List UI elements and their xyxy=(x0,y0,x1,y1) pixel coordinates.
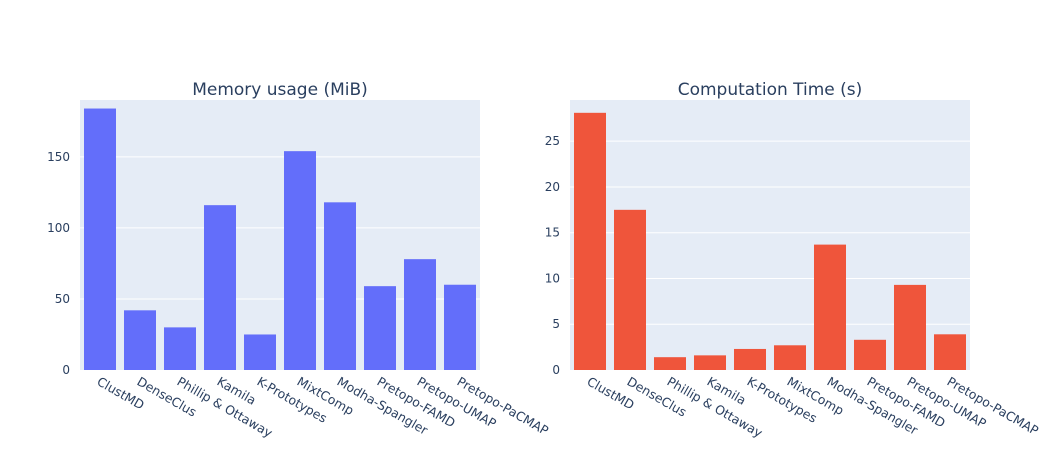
y-tick-label: 100 xyxy=(47,221,70,235)
bar-pretopo-famd xyxy=(364,286,396,370)
bar-modha-spangler xyxy=(814,244,846,370)
bar-k-prototypes xyxy=(244,334,276,370)
bar-kamila xyxy=(694,355,726,370)
y-tick-label: 25 xyxy=(545,134,560,148)
bar-denseclus xyxy=(614,209,646,370)
bar-clustmd xyxy=(84,108,116,371)
chart-title: Memory usage (MiB) xyxy=(192,80,368,100)
y-tick-label: 5 xyxy=(552,317,560,331)
y-tick-label: 50 xyxy=(55,292,70,306)
bar-k-prototypes xyxy=(734,348,766,370)
chart-title: Computation Time (s) xyxy=(678,80,863,100)
bar-denseclus xyxy=(124,310,156,370)
bar-pretopo-umap xyxy=(404,259,436,370)
bar-clustmd xyxy=(574,112,606,370)
bar-pretopo-pacmap xyxy=(444,284,476,370)
bar-modha-spangler xyxy=(324,202,356,370)
bar-pretopo-umap xyxy=(894,284,926,370)
bar-mixtcomp xyxy=(284,151,316,370)
y-tick-label: 150 xyxy=(47,150,70,164)
bar-kamila xyxy=(204,205,236,370)
y-tick-label: 20 xyxy=(545,180,560,194)
bar-mixtcomp xyxy=(774,345,806,370)
y-tick-label: 0 xyxy=(62,363,70,377)
bar-phillip-ottaway xyxy=(654,357,686,370)
y-tick-label: 0 xyxy=(552,363,560,377)
bar-pretopo-famd xyxy=(854,339,886,370)
bar-pretopo-pacmap xyxy=(934,334,966,370)
bar-phillip-ottaway xyxy=(164,327,196,370)
y-tick-label: 10 xyxy=(545,271,560,285)
y-tick-label: 15 xyxy=(545,226,560,240)
